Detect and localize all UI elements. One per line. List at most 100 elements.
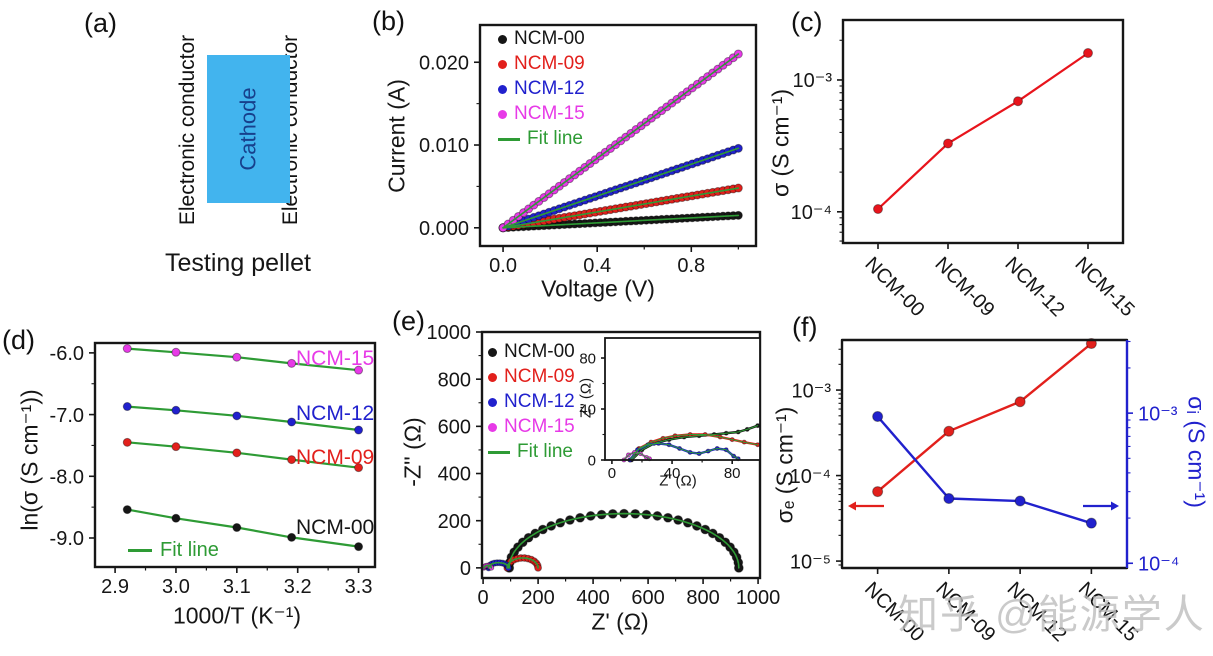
legend-item: NCM-00 bbox=[498, 28, 585, 50]
axis-label-d-y: ln(σ (S cm⁻¹)) bbox=[16, 389, 43, 531]
chart-c-conductivity: NCM-00 NCM-09 NCM-12 NCM-15 10⁻³ 10⁻⁴ bbox=[791, 18, 1139, 321]
legend-item: NCM-09 bbox=[488, 366, 575, 388]
chart-c: NCM-00 NCM-09 NCM-12 NCM-15 10⁻³ 10⁻⁴ bbox=[791, 18, 1139, 321]
axis-label-c-y: σ (S cm⁻¹) bbox=[767, 88, 794, 198]
axis-label-d-x: 1000/T (K⁻¹) bbox=[172, 602, 302, 629]
svg-text:NCM-15: NCM-15 bbox=[1070, 253, 1138, 321]
svg-text:0.4: 0.4 bbox=[583, 255, 611, 277]
svg-text:80: 80 bbox=[724, 465, 741, 482]
svg-text:40: 40 bbox=[664, 465, 681, 482]
svg-text:0.020: 0.020 bbox=[419, 52, 469, 74]
chart-b-iv-curves: 0.0 0.4 0.8 0.000 0.010 0.020 bbox=[419, 23, 758, 277]
svg-text:-6.0: -6.0 bbox=[50, 343, 84, 365]
svg-text:10⁻³: 10⁻³ bbox=[792, 380, 832, 402]
svg-text:10⁻³: 10⁻³ bbox=[1138, 403, 1178, 425]
fit-line-swatch bbox=[128, 549, 152, 552]
svg-text:200: 200 bbox=[521, 587, 554, 609]
cathode-region: Cathode bbox=[207, 55, 291, 203]
legend-d-fit: Fit line bbox=[128, 539, 219, 562]
axis-label-e-inset-y: Z'' (Ω) bbox=[577, 377, 595, 419]
svg-text:600: 600 bbox=[438, 417, 471, 439]
svg-text:800: 800 bbox=[686, 587, 719, 609]
chart-e_inset: 0 40 80 0 40 80 bbox=[579, 337, 761, 482]
legend-b: NCM-00 NCM-09 NCM-12 NCM-15 Fit line bbox=[498, 28, 585, 150]
svg-text:400: 400 bbox=[438, 464, 471, 486]
axis-label-f-y-right: σᵢ (S cm⁻¹) bbox=[1183, 396, 1210, 508]
svg-text:0.000: 0.000 bbox=[419, 218, 469, 240]
legend-label: Fit line bbox=[527, 128, 583, 149]
series-tag-ncm-12: NCM-12 bbox=[296, 402, 375, 425]
svg-text:10⁻⁴: 10⁻⁴ bbox=[790, 466, 831, 488]
legend-dot-swatch bbox=[498, 34, 507, 44]
legend-dot-swatch bbox=[488, 422, 497, 432]
legend-label: NCM-12 bbox=[504, 391, 575, 412]
legend-label: NCM-09 bbox=[514, 53, 585, 74]
legend-dot-swatch bbox=[488, 347, 497, 357]
legend-item: NCM-00 bbox=[488, 341, 575, 363]
legend-item: NCM-15 bbox=[498, 103, 585, 125]
arrow-right-icon bbox=[1111, 501, 1119, 511]
svg-text:2.9: 2.9 bbox=[101, 576, 129, 598]
legend-dot-swatch bbox=[498, 84, 507, 94]
legend-item: NCM-12 bbox=[488, 391, 575, 413]
cathode-label: Cathode bbox=[235, 87, 261, 171]
legend-e: NCM-00 NCM-09 NCM-12 NCM-15 Fit line bbox=[488, 341, 575, 463]
panel-label-e: (e) bbox=[392, 306, 425, 336]
legend-label: Fit line bbox=[517, 441, 573, 462]
svg-text:3.2: 3.2 bbox=[284, 576, 312, 598]
legend-item: NCM-15 bbox=[488, 416, 575, 438]
chart-d-arrhenius: 2.9 3.0 3.1 3.2 3.3 -6.0 -7.0 -8.0 -9.0 bbox=[50, 341, 377, 598]
chart-f-dual-conductivity: NCM-00 NCM-09 NCM-12 NCM-1510⁻³10⁻⁴10⁻⁵10⁻³… bbox=[790, 338, 1179, 646]
panel-label-a: (a) bbox=[84, 8, 117, 38]
testing-pellet-diagram: Cathode bbox=[207, 55, 291, 203]
axis-label-f-y-left: σₑ (S cm⁻¹) bbox=[771, 406, 798, 524]
svg-text:0.010: 0.010 bbox=[419, 135, 469, 157]
legend-line-swatch bbox=[498, 137, 520, 141]
series-tag-ncm-15: NCM-15 bbox=[296, 347, 375, 370]
legend-label: NCM-00 bbox=[514, 28, 585, 49]
series-tag-ncm-09: NCM-09 bbox=[296, 446, 375, 469]
panel-label-c: (c) bbox=[791, 7, 823, 37]
panel-label-d: (d) bbox=[2, 325, 35, 355]
svg-text:0: 0 bbox=[460, 558, 471, 580]
legend-dot-swatch bbox=[498, 109, 507, 119]
svg-text:10⁻³: 10⁻³ bbox=[793, 70, 833, 92]
svg-text:0: 0 bbox=[588, 452, 596, 469]
legend-item: Fit line bbox=[498, 128, 585, 150]
legend-dot-swatch bbox=[488, 372, 497, 382]
legend-label: NCM-00 bbox=[504, 341, 575, 362]
svg-text:40: 40 bbox=[579, 401, 596, 418]
legend-item: NCM-12 bbox=[498, 78, 585, 100]
legend-item: Fit line bbox=[488, 441, 575, 463]
axis-label-e-inset-x: Z' (Ω) bbox=[659, 472, 697, 490]
svg-text:-8.0: -8.0 bbox=[50, 466, 84, 488]
legend-label: NCM-09 bbox=[504, 366, 575, 387]
svg-text:3.1: 3.1 bbox=[223, 576, 251, 598]
axis-label-b-x: Voltage (V) bbox=[541, 275, 655, 302]
conductor-label-left: Electronic conductor bbox=[176, 34, 199, 226]
legend-line-swatch bbox=[488, 450, 510, 454]
svg-text:10⁻⁴: 10⁻⁴ bbox=[791, 202, 832, 224]
legend-item: NCM-09 bbox=[498, 53, 585, 75]
chart-e-nyquist-inset: 0 40 80 0 40 80 bbox=[579, 337, 761, 482]
svg-text:800: 800 bbox=[438, 369, 471, 391]
svg-text:10⁻⁴: 10⁻⁴ bbox=[1138, 553, 1179, 575]
chart-b: 0.0 0.4 0.8 0.000 0.010 0.020 bbox=[419, 23, 758, 277]
svg-text:0: 0 bbox=[608, 465, 616, 482]
fit-line-label: Fit line bbox=[160, 539, 219, 561]
svg-text:NCM-09: NCM-09 bbox=[930, 253, 998, 321]
chart-d: 2.9 3.0 3.1 3.2 3.3 -6.0 -7.0 -8.0 -9.0 bbox=[50, 341, 377, 598]
svg-text:600: 600 bbox=[631, 587, 664, 609]
legend-label: NCM-12 bbox=[514, 78, 585, 99]
arrow-left-icon bbox=[848, 501, 856, 511]
svg-text:1000: 1000 bbox=[736, 587, 781, 609]
series-tag-ncm-00: NCM-00 bbox=[296, 516, 375, 539]
legend-label: NCM-15 bbox=[514, 103, 585, 124]
legend-label: NCM-15 bbox=[504, 416, 575, 437]
svg-text:1000: 1000 bbox=[427, 322, 472, 344]
svg-text:200: 200 bbox=[438, 511, 471, 533]
panel-label-b: (b) bbox=[372, 6, 405, 36]
